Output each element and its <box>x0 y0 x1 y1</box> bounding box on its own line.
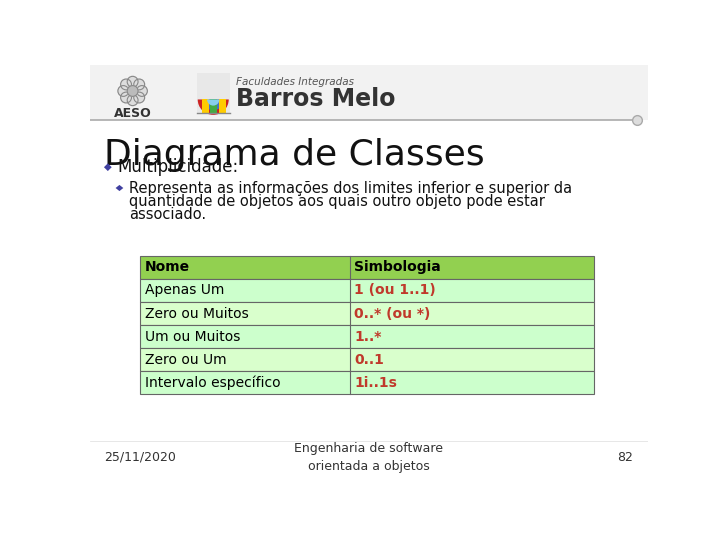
Text: Um ou Muitos: Um ou Muitos <box>145 329 240 343</box>
Wedge shape <box>202 99 224 110</box>
Polygon shape <box>104 164 112 171</box>
Text: Barros Melo: Barros Melo <box>235 87 395 111</box>
Circle shape <box>134 92 145 103</box>
Text: 0..* (ou *): 0..* (ou *) <box>354 307 431 321</box>
Bar <box>140 302 594 325</box>
Circle shape <box>127 85 138 96</box>
Bar <box>197 72 230 112</box>
Text: AESO: AESO <box>114 107 151 120</box>
Text: quantidade de objetos aos quais outro objeto pode estar: quantidade de objetos aos quais outro ob… <box>129 194 544 208</box>
Polygon shape <box>116 185 123 191</box>
Text: Multiplicidade:: Multiplicidade: <box>117 158 238 176</box>
Text: 1i..1s: 1i..1s <box>354 376 397 390</box>
Text: Zero ou Muitos: Zero ou Muitos <box>145 307 249 321</box>
Wedge shape <box>207 99 220 106</box>
Text: Diagrama de Classes: Diagrama de Classes <box>104 138 485 172</box>
Text: Engenharia de software
orientada a objetos: Engenharia de software orientada a objet… <box>294 442 444 473</box>
Bar <box>202 99 209 112</box>
Bar <box>140 256 594 279</box>
Circle shape <box>118 85 129 96</box>
Bar <box>140 372 594 394</box>
Text: 25/11/2020: 25/11/2020 <box>104 451 176 464</box>
Bar <box>90 65 648 120</box>
Text: Apenas Um: Apenas Um <box>145 284 225 298</box>
Circle shape <box>134 79 145 90</box>
Text: Intervalo específico: Intervalo específico <box>145 375 281 390</box>
Bar <box>210 99 217 112</box>
Bar <box>140 279 594 302</box>
Text: 1..*: 1..* <box>354 329 382 343</box>
Circle shape <box>127 76 138 87</box>
Text: 0..1: 0..1 <box>354 353 384 367</box>
Bar <box>219 99 225 112</box>
Text: Representa as informações dos limites inferior e superior da: Representa as informações dos limites in… <box>129 180 572 195</box>
Text: 1 (ou 1..1): 1 (ou 1..1) <box>354 284 436 298</box>
Text: Faculdades Integradas: Faculdades Integradas <box>235 77 354 87</box>
Circle shape <box>121 92 132 103</box>
Circle shape <box>137 85 148 96</box>
Circle shape <box>121 79 132 90</box>
Text: 82: 82 <box>616 451 632 464</box>
Text: Simbologia: Simbologia <box>354 260 441 274</box>
Bar <box>140 348 594 372</box>
Text: Nome: Nome <box>145 260 190 274</box>
Circle shape <box>127 95 138 106</box>
Wedge shape <box>198 99 229 115</box>
Bar <box>140 325 594 348</box>
Text: Zero ou Um: Zero ou Um <box>145 353 227 367</box>
Text: associado.: associado. <box>129 207 206 222</box>
